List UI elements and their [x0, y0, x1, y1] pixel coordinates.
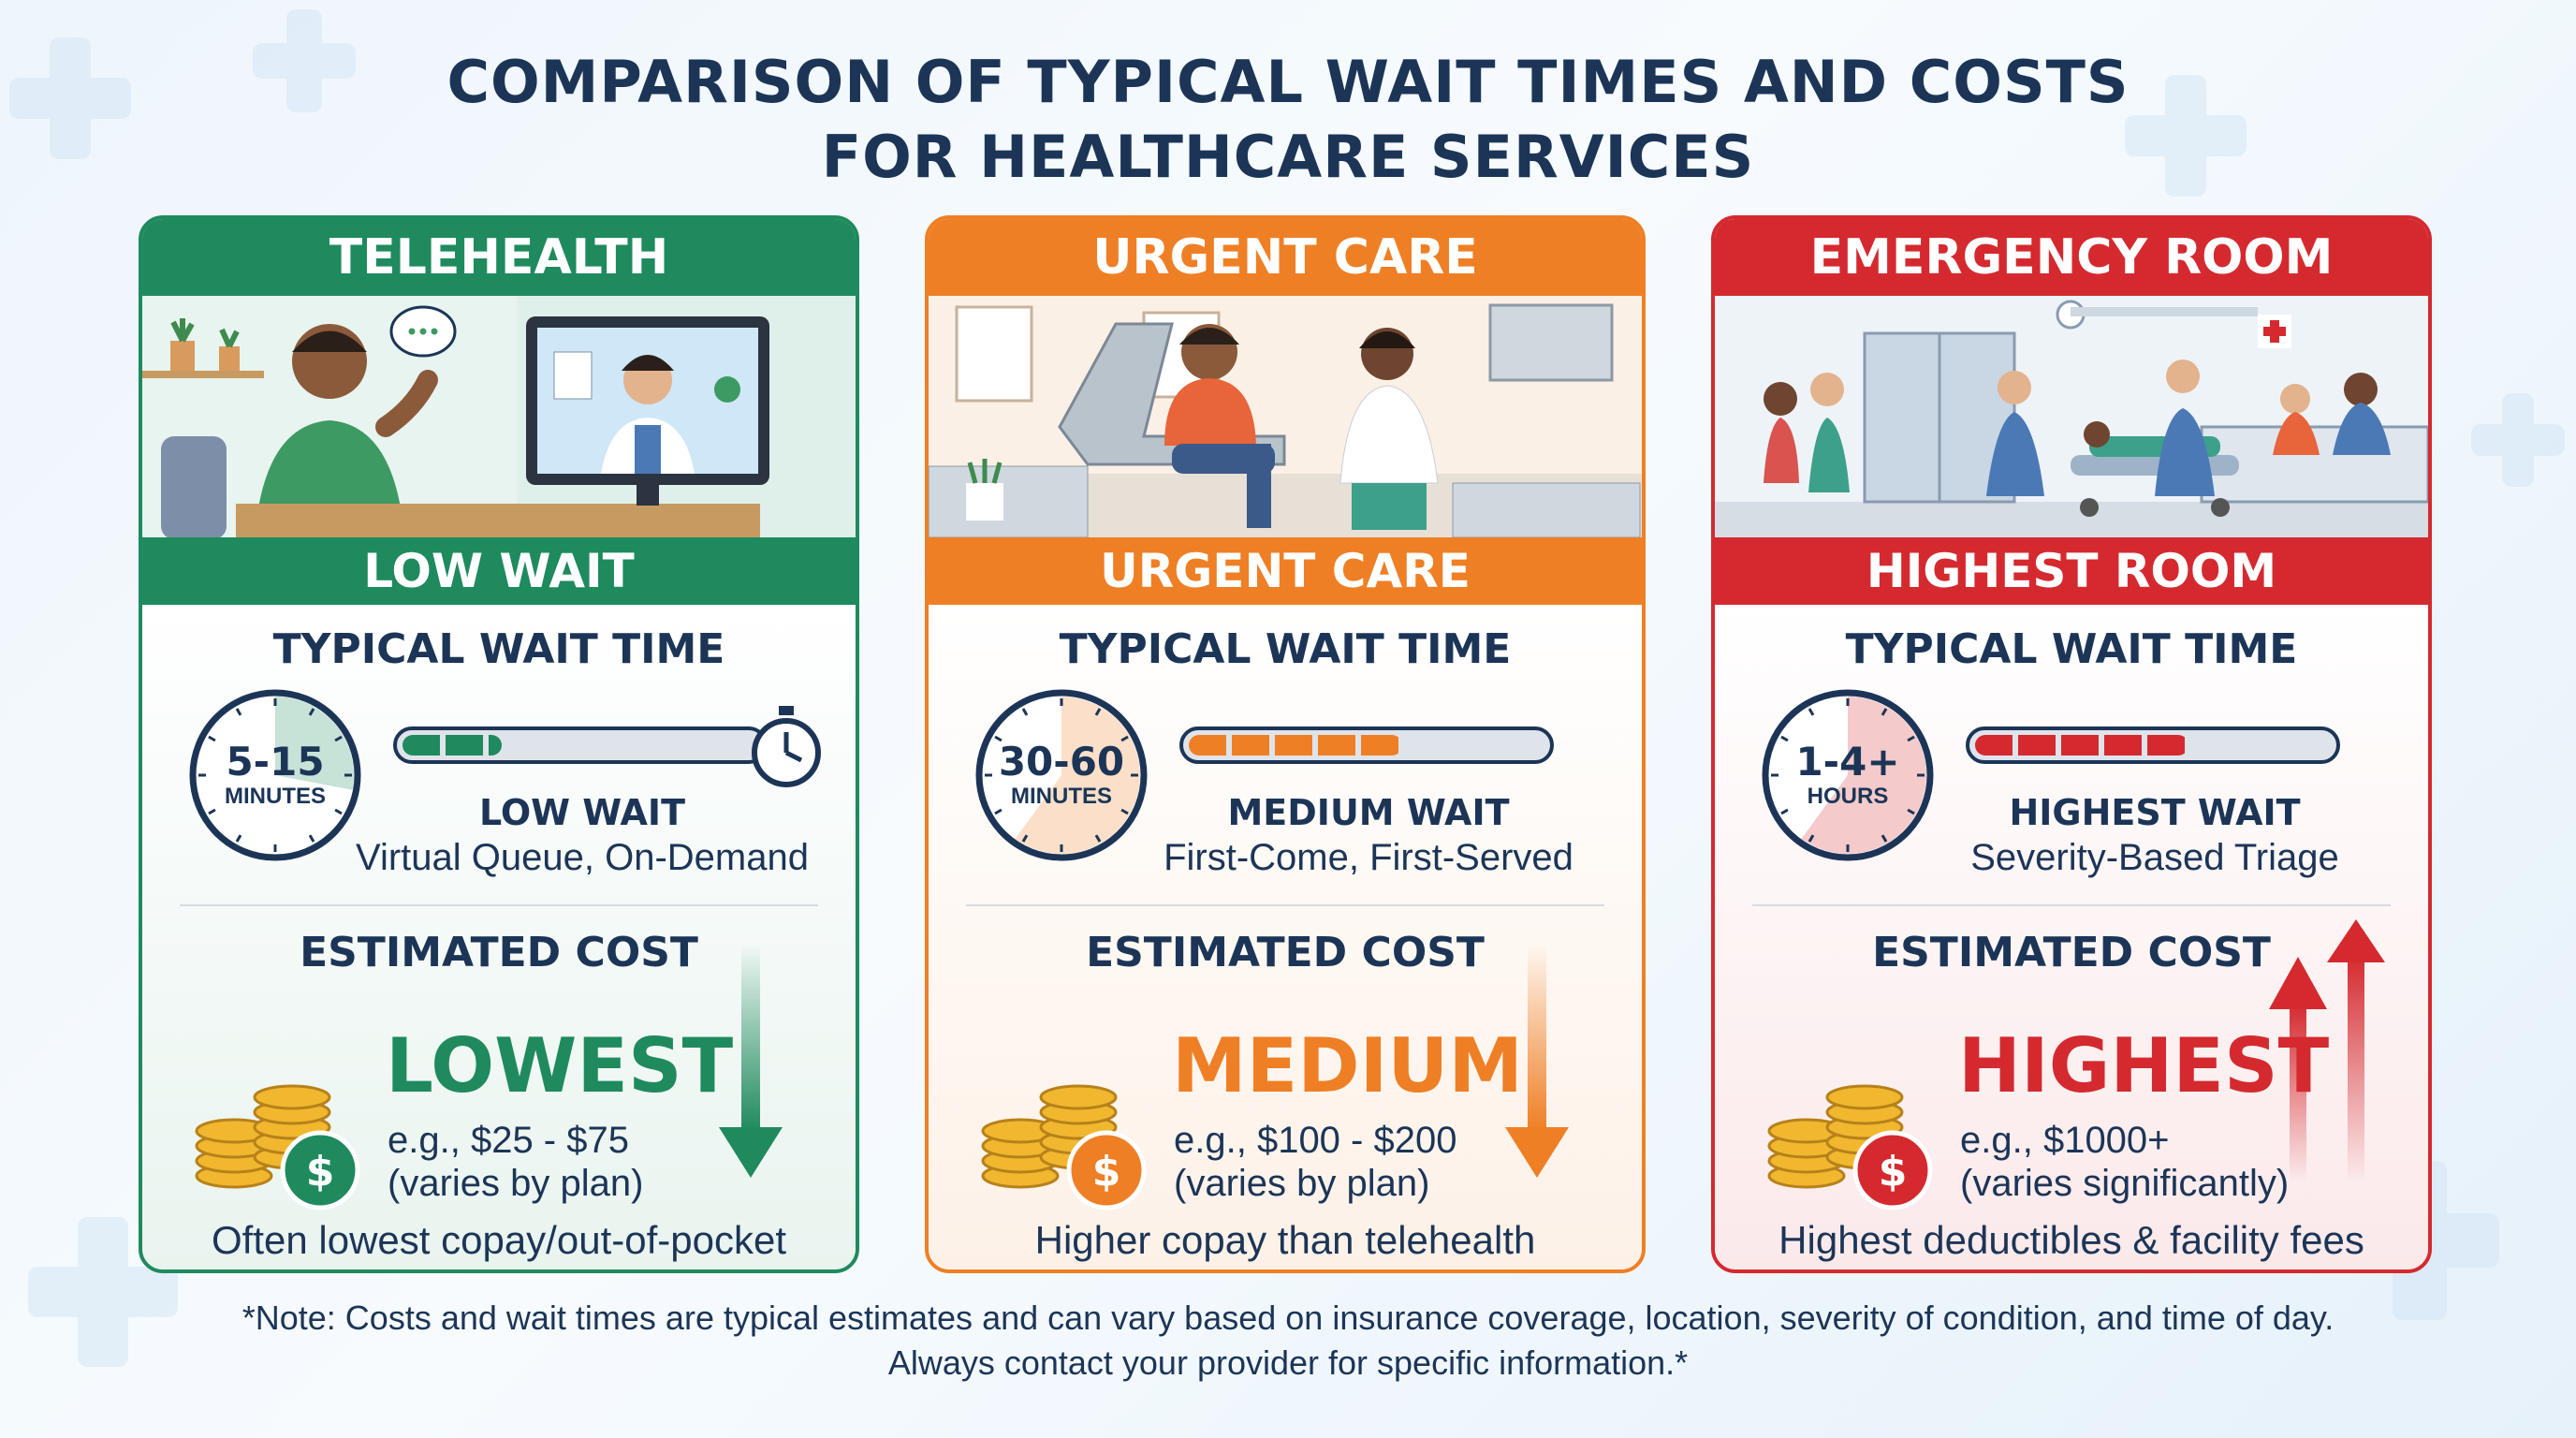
- telehealth-video-call-scene: [142, 296, 856, 537]
- wait-description: First-Come, First-Served: [1164, 837, 1573, 878]
- cost-range: e.g., $100 - $200: [1174, 1120, 1457, 1161]
- clock-unit: MINUTES: [225, 784, 326, 809]
- card-header: EMERGENCY ROOM: [1715, 219, 2428, 296]
- cost-range: e.g., $25 - $75: [388, 1120, 629, 1161]
- wait-progress-bar: [1179, 726, 1554, 764]
- card-wait-band: HIGHEST ROOM: [1715, 537, 2428, 605]
- footnote-line-2: Always contact your provider for specifi…: [887, 1343, 1689, 1382]
- card-header: URGENT CARE: [929, 219, 1642, 296]
- service-card: TELEHEALTH LOW WAI: [139, 215, 859, 1273]
- clock-readout: 1-4+ HOURS: [1762, 689, 1934, 861]
- clock-readout: 5-15 MINUTES: [189, 689, 361, 861]
- wait-level-label: HIGHEST WAIT: [2009, 792, 2301, 833]
- card-wait-band: LOW WAIT: [142, 537, 856, 605]
- card-body: TYPICAL WAIT TIME 1-4+ HOURS HIGHEST WAI…: [1715, 605, 2428, 1269]
- wait-level-label: MEDIUM WAIT: [1227, 792, 1510, 833]
- service-card: EMERGENCY ROOM: [1711, 215, 2432, 1273]
- section-divider: [966, 904, 1604, 906]
- page-title-line-2: FOR HEALTHCARE SERVICES: [821, 123, 1755, 191]
- card-body: TYPICAL WAIT TIME 30-60 MINUTES MEDIUM W…: [929, 605, 1642, 1269]
- background-cross-icon: [9, 37, 131, 159]
- cost-title: ESTIMATED COST: [1872, 929, 2271, 976]
- wait-description: Virtual Queue, On-Demand: [356, 837, 809, 878]
- coins-dollar-icon: $: [975, 1054, 1163, 1218]
- card-wait-band: URGENT CARE: [929, 537, 1642, 605]
- clock-icon: [189, 689, 361, 861]
- cost-level: HIGHEST: [1958, 1022, 2330, 1109]
- card-body: TYPICAL WAIT TIME 5-15 MINUTES LOW WAIT …: [142, 605, 856, 1269]
- cost-level: LOWEST: [386, 1022, 734, 1109]
- urgent-care-exam-room-scene: [929, 296, 1642, 537]
- wait-progress-bar: [1966, 726, 2340, 764]
- arrow-down-icon: [713, 944, 788, 1192]
- wait-progress-fill: [402, 735, 502, 756]
- cost-level: MEDIUM: [1172, 1022, 1523, 1109]
- wait-progress-bar: [393, 726, 768, 764]
- wait-level-label: LOW WAIT: [479, 792, 685, 833]
- stopwatch-icon: [747, 706, 826, 795]
- clock-icon: [1762, 689, 1934, 861]
- clock-value: 1-4+: [1795, 739, 1900, 785]
- cost-note: (varies by plan): [1174, 1163, 1430, 1204]
- wait-progress-fill: [1975, 735, 2188, 756]
- service-card: URGENT CARE URGENT CARE TYPICAL WAIT TIM…: [925, 215, 1646, 1273]
- clock-icon: [975, 689, 1148, 861]
- dollar-sign-icon: $: [1879, 1148, 1908, 1196]
- section-divider: [1752, 904, 2391, 906]
- card-footer-note: Highest deductibles & facility fees: [1778, 1218, 2364, 1262]
- background-cross-icon: [2125, 75, 2247, 197]
- clock-unit: MINUTES: [1011, 784, 1112, 809]
- page-title: COMPARISON OF TYPICAL WAIT TIMES AND COS…: [0, 45, 2576, 195]
- cost-title: ESTIMATED COST: [300, 929, 698, 976]
- dollar-sign-icon: $: [306, 1148, 335, 1196]
- wait-time-title: TYPICAL WAIT TIME: [272, 625, 725, 673]
- wait-description: Severity-Based Triage: [1970, 837, 2339, 878]
- coins-dollar-icon: $: [189, 1054, 376, 1218]
- coins-dollar-icon: $: [1762, 1054, 1949, 1218]
- arrow-down-icon: [1500, 944, 1574, 1192]
- emergency-room-stretcher-scene: [1715, 296, 2428, 537]
- clock-value: 30-60: [998, 739, 1125, 785]
- wait-time-title: TYPICAL WAIT TIME: [1059, 625, 1512, 673]
- arrow-up-icon: [2261, 919, 2393, 1186]
- dollar-sign-icon: $: [1092, 1148, 1121, 1196]
- card-header: TELEHEALTH: [142, 219, 856, 296]
- wait-time-title: TYPICAL WAIT TIME: [1845, 625, 2298, 673]
- background-cross-icon: [2471, 393, 2565, 487]
- wait-progress-fill: [1189, 735, 1402, 756]
- disclaimer-footnote: *Note: Costs and wait times are typical …: [0, 1296, 2576, 1386]
- card-footer-note: Often lowest copay/out-of-pocket: [212, 1218, 786, 1262]
- cost-note: (varies significantly): [1960, 1163, 2290, 1204]
- clock-unit: HOURS: [1807, 784, 1889, 809]
- footnote-line-1: *Note: Costs and wait times are typical …: [242, 1299, 2334, 1337]
- card-footer-note: Higher copay than telehealth: [1034, 1218, 1536, 1262]
- clock-value: 5-15: [226, 739, 325, 785]
- cost-range: e.g., $1000+: [1960, 1120, 2170, 1161]
- cost-title: ESTIMATED COST: [1086, 929, 1485, 976]
- page-title-line-1: COMPARISON OF TYPICAL WAIT TIMES AND COS…: [446, 48, 2130, 116]
- background-cross-icon: [28, 1217, 178, 1367]
- background-cross-icon: [253, 9, 356, 112]
- section-divider: [180, 904, 818, 906]
- clock-readout: 30-60 MINUTES: [975, 689, 1148, 861]
- cost-note: (varies by plan): [388, 1163, 644, 1204]
